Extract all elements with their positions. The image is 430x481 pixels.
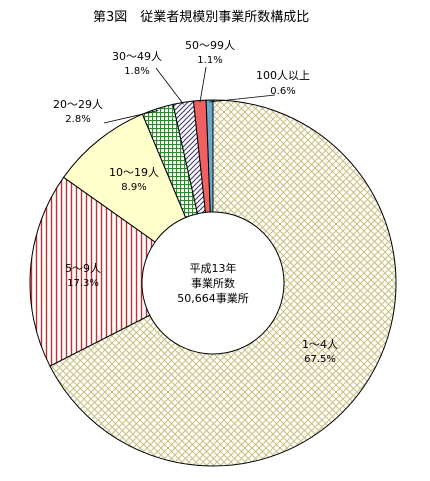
slice-label-20-29: 20～29人 2.8% bbox=[53, 98, 103, 125]
slice-label-50-99: 50～99人 1.1% bbox=[185, 39, 235, 66]
chart-title: 第3図 従業者規模別事業所数構成比 bbox=[93, 9, 309, 25]
slice-labels: 1～4人 67.5% 5～9人 17.3% 10～19人 8.9% 20～29人… bbox=[53, 39, 338, 365]
slice-label-50-99-value: 1.1% bbox=[197, 55, 222, 66]
slice-label-100-plus-value: 0.6% bbox=[270, 86, 295, 97]
leader-line-6 bbox=[209, 94, 276, 103]
leader-line-4 bbox=[155, 67, 184, 105]
slice-label-20-29-name: 20～29人 bbox=[53, 98, 103, 111]
leader-line-5 bbox=[199, 66, 207, 103]
slice-label-5-9-name: 5～9人 bbox=[65, 262, 101, 275]
slice-label-30-49-name: 30～49人 bbox=[112, 50, 162, 63]
slice-label-10-19-value: 8.9% bbox=[121, 182, 146, 193]
leader-lines bbox=[103, 66, 276, 124]
slice-label-10-19-name: 10～19人 bbox=[109, 166, 159, 179]
center-line-3: 50,664事業所 bbox=[177, 292, 249, 305]
donut-slice-1 bbox=[29, 176, 156, 367]
slice-label-100-plus-name: 100人以上 bbox=[256, 69, 310, 82]
slice-label-100-plus: 100人以上 0.6% bbox=[256, 69, 310, 97]
slice-label-5-9-value: 17.3% bbox=[67, 278, 99, 289]
center-line-1: 平成13年 bbox=[190, 261, 237, 275]
slice-label-20-29-value: 2.8% bbox=[65, 114, 90, 125]
donut-slice-6 bbox=[205, 99, 214, 213]
center-label: 平成13年 事業所数 50,664事業所 bbox=[177, 261, 249, 305]
slice-label-10-19: 10～19人 8.9% bbox=[109, 166, 159, 193]
leader-line-3 bbox=[103, 110, 159, 124]
donut-slice-0 bbox=[49, 99, 397, 467]
center-line-2: 事業所数 bbox=[191, 277, 235, 290]
slice-label-30-49: 30～49人 1.8% bbox=[112, 50, 162, 77]
slice-label-1-4-name: 1～4人 bbox=[302, 338, 338, 351]
slice-label-1-4: 1～4人 67.5% bbox=[302, 338, 338, 365]
slice-label-30-49-value: 1.8% bbox=[124, 66, 149, 77]
slice-label-5-9: 5～9人 17.3% bbox=[65, 262, 101, 289]
slice-label-50-99-name: 50～99人 bbox=[185, 39, 235, 52]
slices-group bbox=[29, 99, 397, 467]
slice-label-1-4-value: 67.5% bbox=[304, 354, 336, 365]
